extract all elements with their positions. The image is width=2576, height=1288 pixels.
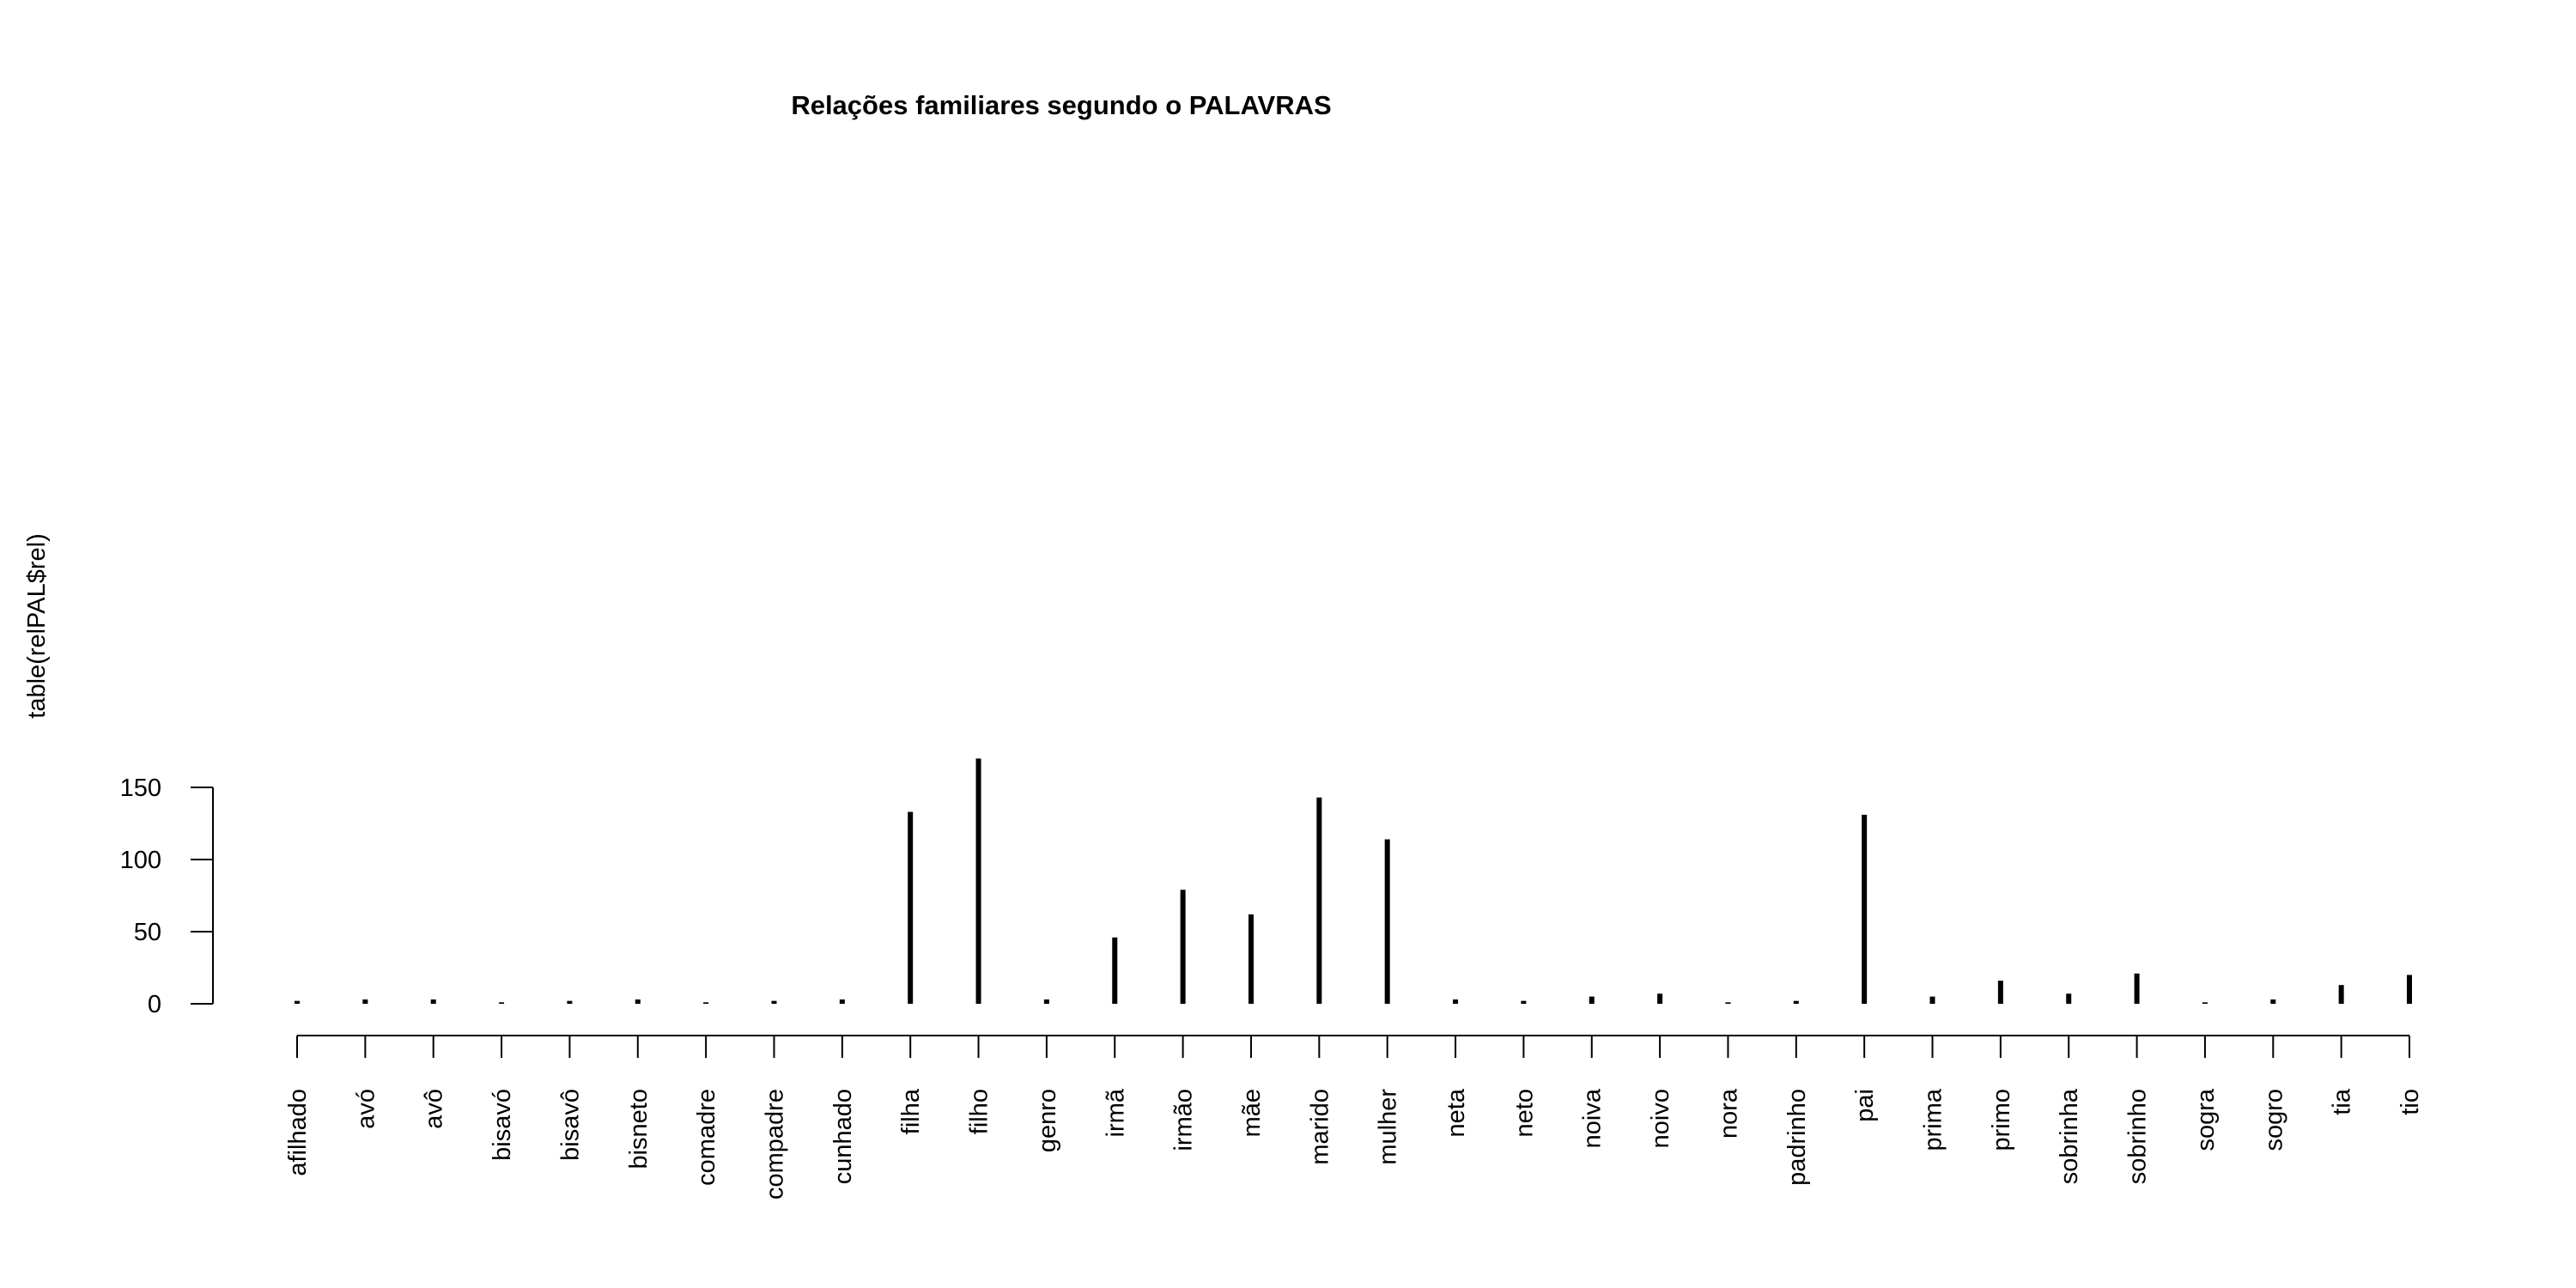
x-tick-label: noiva [1579, 1088, 1607, 1148]
x-tick-label: bisneto [625, 1089, 653, 1170]
x-tick-label: sobrinho [2124, 1089, 2152, 1184]
x-tick-label: filho [966, 1089, 993, 1134]
x-tick-label: neto [1510, 1089, 1538, 1137]
x-tick-label: sogra [2192, 1088, 2220, 1151]
x-tick-label: pai [1851, 1089, 1879, 1122]
x-tick-label: noivo [1647, 1089, 1674, 1148]
x-tick-label: avô [421, 1089, 448, 1129]
x-tick-label: prima [1920, 1088, 1947, 1151]
x-tick-label: bisavó [489, 1089, 516, 1161]
x-tick-label: neta [1443, 1088, 1470, 1137]
x-tick-label: primo [1988, 1089, 2015, 1151]
y-tick-label: 150 [120, 775, 161, 802]
x-tick-label: cunhado [829, 1089, 857, 1184]
x-tick-label: genro [1034, 1089, 1061, 1152]
x-tick-label: tia [2329, 1088, 2356, 1115]
y-tick-label: 100 [120, 847, 161, 874]
x-tick-label: irmã [1102, 1088, 1129, 1137]
x-tick-label: filha [897, 1088, 925, 1134]
x-tick-label: mulher [1375, 1089, 1402, 1165]
x-tick-label: sogro [2260, 1089, 2287, 1151]
x-tick-label: nora [1715, 1088, 1742, 1139]
chart-title: Relações familiares segundo o PALAVRAS [791, 90, 1331, 120]
x-tick-label: mãe [1238, 1089, 1266, 1137]
x-tick-label: irmão [1170, 1089, 1198, 1151]
y-axis: 0 50 100 150 [120, 775, 214, 1018]
x-tick-label: avó [352, 1089, 380, 1129]
x-tick-label: comadre [693, 1089, 720, 1186]
x-tick-label: afilhado [284, 1089, 312, 1176]
x-axis: afilhado avó avô bisavó bisavô bisneto comadre… [284, 1035, 2424, 1200]
y-axis-label: table(relPAL$rel) [23, 533, 51, 718]
x-tick-label: tio [2397, 1089, 2424, 1115]
y-tick-label: 0 [148, 991, 161, 1018]
bars [295, 758, 2412, 1004]
x-tick-label: marido [1306, 1089, 1334, 1165]
x-tick-label: compadre [761, 1089, 788, 1200]
y-tick-label: 50 [134, 919, 161, 946]
x-tick-label: sobrinha [2056, 1088, 2083, 1184]
x-tick-label: bisavô [556, 1089, 584, 1161]
x-tick-label: padrinho [1783, 1089, 1811, 1186]
